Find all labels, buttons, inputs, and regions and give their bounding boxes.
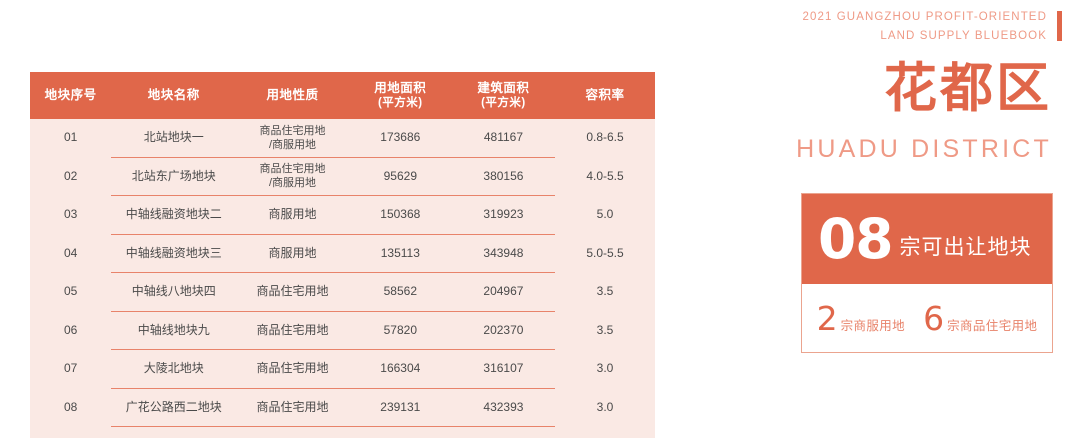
cell-index: 05: [30, 272, 112, 311]
cell-far: 3.5: [555, 272, 655, 311]
publication-kicker: 2021 GUANGZHOU PROFIT-ORIENTED LAND SUPP…: [797, 8, 1047, 46]
accent-bar-icon: [1057, 11, 1062, 41]
cell-index: 01: [30, 119, 112, 157]
table-row: 06 中轴线地块九 商品住宅用地 57820 202370 3.5: [30, 311, 655, 350]
cell-name: 大陵北地块: [111, 349, 237, 389]
table-row: 05 中轴线八地块四 商品住宅用地 58562 204967 3.5: [30, 272, 655, 312]
column-header-use: 用地性质: [236, 72, 349, 119]
cell-use: 商服用地: [236, 234, 349, 273]
cell-build-area: 202370: [451, 311, 555, 350]
cell-use: 商品住宅用地: [236, 311, 349, 350]
table-row: 03 中轴线融资地块二 商服用地 150368 319923 5.0: [30, 195, 655, 235]
stat-breakdown-commercial-number: 2: [816, 298, 838, 338]
table-row: 08 广花公路西二地块 商品住宅用地 239131 432393 3.0: [30, 388, 655, 427]
cell-use-line1: 商品住宅用地: [259, 163, 326, 176]
cell-land-area: 150368: [348, 195, 452, 235]
table-row: 01 北站地块一 商品住宅用地/商服用地 173686 481167 0.8-6…: [30, 119, 655, 158]
cell-land-area: 166304: [348, 349, 452, 389]
column-header-name-label: 地块名称: [147, 87, 200, 102]
cell-far: 0.8-6.5: [555, 119, 655, 157]
column-header-index-label: 地块序号: [44, 87, 97, 102]
cell-far: 4.0-5.5: [555, 157, 655, 196]
cell-index: 08: [30, 388, 112, 427]
column-header-use-label: 用地性质: [266, 87, 319, 102]
stat-breakdown-commercial-label: 宗商服用地: [840, 317, 906, 333]
column-header-land-area-unit: (平方米): [377, 97, 423, 110]
column-header-far-label: 容积率: [585, 87, 625, 102]
stat-card: 08 宗可出让地块 2 宗商服用地 6 宗商品住宅用地: [801, 193, 1053, 353]
stat-total-label: 宗可出让地块: [899, 235, 1032, 259]
cell-land-area: 58562: [348, 272, 452, 312]
cell-index: 06: [30, 311, 112, 350]
cell-land-area: 173686: [348, 119, 452, 158]
column-header-far: 容积率: [555, 72, 655, 119]
column-header-build-area: 建筑面积 (平方米): [451, 72, 555, 119]
column-header-name: 地块名称: [111, 72, 237, 119]
land-parcel-table: 地块序号 地块名称 用地性质 用地面积 (平方米) 建筑面积 (平方米): [30, 72, 655, 427]
cell-land-area: 95629: [348, 157, 452, 196]
table-body: 01 北站地块一 商品住宅用地/商服用地 173686 481167 0.8-6…: [30, 119, 655, 427]
cell-name: 中轴线地块九: [111, 311, 237, 350]
cell-name: 广花公路西二地块: [111, 388, 237, 427]
stat-breakdown-residential-number: 6: [923, 298, 945, 338]
cell-index: 03: [30, 195, 112, 234]
table-row: 02 北站东广场地块 商品住宅用地/商服用地 95629 380156 4.0-…: [30, 157, 655, 196]
cell-index: 02: [30, 157, 112, 196]
stat-breakdown-residential: 6 宗商品住宅用地: [923, 302, 1037, 335]
publication-kicker-line2: LAND SUPPLY BLUEBOOK: [880, 29, 1047, 42]
column-header-build-area-unit: (平方米): [481, 97, 526, 110]
cell-name: 中轴线八地块四: [111, 272, 237, 312]
cell-far: 5.0: [555, 195, 655, 234]
cell-far: 3.5: [555, 311, 655, 350]
cell-build-area: 204967: [451, 272, 555, 312]
stat-total-number: 08: [818, 206, 894, 271]
cell-far: 3.0: [555, 388, 655, 427]
cell-name: 北站地块一: [111, 119, 237, 158]
cell-use: 商品住宅用地/商服用地: [236, 157, 349, 196]
cell-name: 北站东广场地块: [111, 157, 237, 196]
cell-far: 3.0: [555, 349, 655, 388]
cell-name: 中轴线融资地块三: [111, 234, 237, 273]
table-row: 04 中轴线融资地块三 商服用地 135113 343948 5.0-5.5: [30, 234, 655, 273]
cell-far: 5.0-5.5: [555, 234, 655, 273]
cell-name: 中轴线融资地块二: [111, 195, 237, 235]
cell-build-area: 432393: [451, 388, 555, 427]
cell-index: 07: [30, 349, 112, 388]
cell-use: 商品住宅用地/商服用地: [236, 119, 349, 158]
cell-use: 商品住宅用地: [236, 272, 349, 312]
cell-use: 商品住宅用地: [236, 349, 349, 389]
cell-build-area: 316107: [451, 349, 555, 389]
land-parcel-table-container: 地块序号 地块名称 用地性质 用地面积 (平方米) 建筑面积 (平方米): [30, 72, 655, 438]
district-title-en: HUADU DISTRICT: [796, 135, 1052, 163]
district-title-cn: 花都区: [884, 58, 1052, 119]
cell-use-line2: /商服用地: [268, 177, 317, 190]
publication-kicker-line1: 2021 GUANGZHOU PROFIT-ORIENTED: [802, 11, 1047, 23]
cell-build-area: 380156: [451, 157, 555, 196]
cell-build-area: 343948: [451, 234, 555, 273]
cell-land-area: 239131: [348, 388, 452, 427]
cell-land-area: 135113: [348, 234, 452, 273]
cell-use-line2: /商服用地: [268, 138, 317, 151]
table-header: 地块序号 地块名称 用地性质 用地面积 (平方米) 建筑面积 (平方米): [30, 72, 655, 119]
cell-land-area: 57820: [348, 311, 452, 350]
table-row: 07 大陵北地块 商品住宅用地 166304 316107 3.0: [30, 349, 655, 389]
table-header-row: 地块序号 地块名称 用地性质 用地面积 (平方米) 建筑面积 (平方米): [30, 72, 655, 119]
cell-use: 商服用地: [236, 195, 349, 235]
cell-build-area: 319923: [451, 195, 555, 235]
cell-use: 商品住宅用地: [236, 388, 349, 427]
column-header-land-area: 用地面积 (平方米): [348, 72, 452, 119]
right-panel: 2021 GUANGZHOU PROFIT-ORIENTED LAND SUPP…: [760, 0, 1080, 446]
cell-build-area: 481167: [451, 119, 555, 158]
column-header-index: 地块序号: [30, 72, 112, 119]
column-header-land-area-label: 用地面积: [374, 80, 427, 95]
stat-breakdown-commercial: 2 宗商服用地: [817, 302, 906, 335]
column-header-build-area-label: 建筑面积: [477, 80, 530, 95]
stat-card-breakdown: 2 宗商服用地 6 宗商品住宅用地: [802, 284, 1052, 352]
cell-index: 04: [30, 234, 112, 273]
stat-card-header: 08 宗可出让地块: [802, 194, 1052, 284]
cell-use-line1: 商品住宅用地: [259, 124, 326, 137]
stat-breakdown-residential-label: 宗商品住宅用地: [947, 317, 1038, 333]
